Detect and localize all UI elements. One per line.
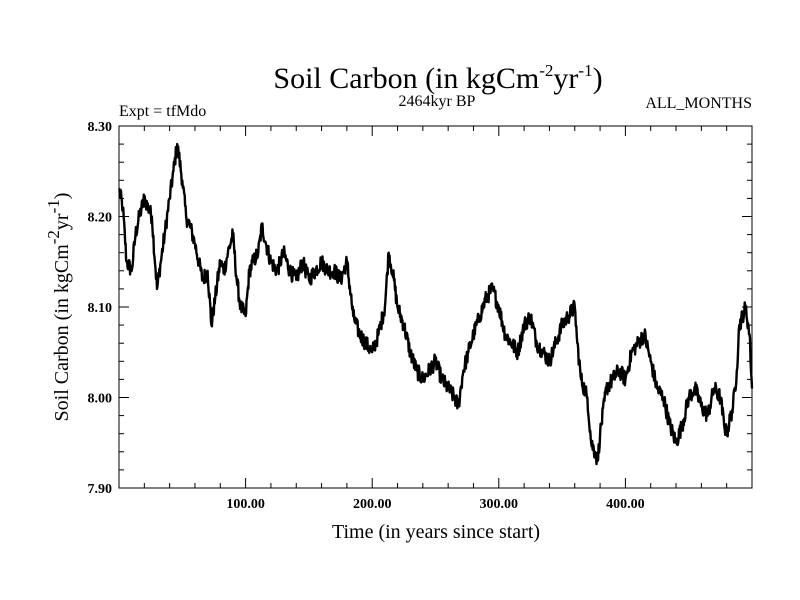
x-axis-label: Time (in years since start) [332, 521, 540, 543]
x-tick-label: 200.00 [353, 497, 392, 512]
axis-ticks [119, 126, 752, 488]
soil-carbon-series-line [118, 142, 754, 466]
period-label: 2464kyr BP [399, 93, 476, 110]
chart-title: Soil Carbon (in kgCm-2yr-1) [273, 61, 602, 95]
experiment-label: Expt = tfMdo [119, 103, 206, 120]
months-label: ALL_MONTHS [645, 95, 752, 112]
x-tick-label: 300.00 [480, 497, 519, 512]
y-tick-label: 7.90 [88, 482, 113, 497]
plot-frame [118, 125, 753, 489]
y-tick-label: 8.00 [88, 392, 113, 407]
x-tick-labels: 100.00 200.00 300.00 400.00 [226, 497, 644, 512]
y-tick-label: 8.10 [88, 301, 113, 316]
x-tick-label: 400.00 [606, 497, 645, 512]
y-axis-label: Soil Carbon (in kgCm-2yr-1) [44, 193, 73, 422]
y-tick-label: 8.20 [88, 211, 113, 226]
x-tick-label: 100.00 [226, 497, 265, 512]
y-tick-label: 8.30 [88, 120, 113, 135]
y-tick-labels: 7.90 8.00 8.10 8.20 8.30 [88, 120, 113, 497]
